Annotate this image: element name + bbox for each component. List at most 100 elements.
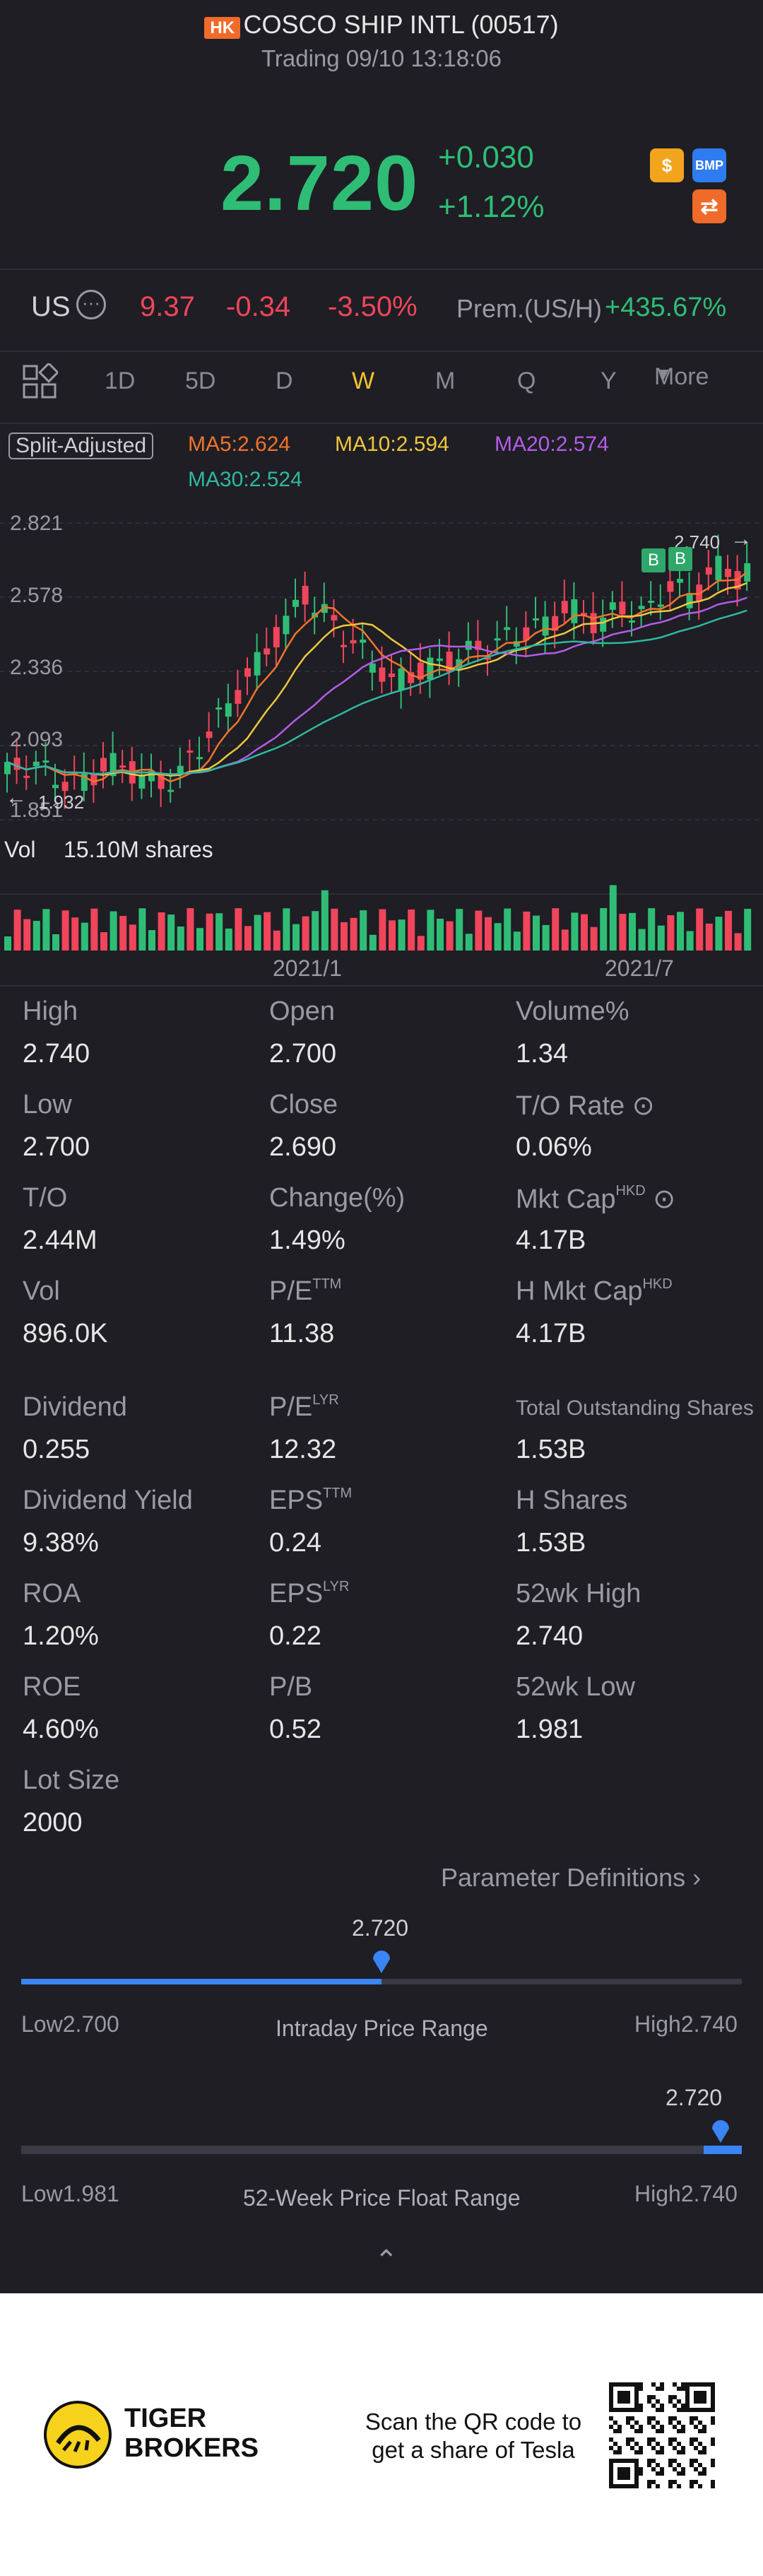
volume-bar — [350, 917, 357, 951]
volume-bar — [581, 914, 588, 951]
volume-bar — [341, 922, 348, 951]
tab-d[interactable]: D — [276, 367, 293, 394]
tab-w[interactable]: W — [352, 367, 375, 394]
tab-q[interactable]: Q — [517, 367, 536, 394]
volume-bar — [657, 925, 665, 951]
stat-label: Mkt CapHKD ⊙ — [516, 1183, 676, 1214]
candle-body — [475, 640, 482, 650]
volume-bar — [600, 908, 608, 951]
candle-body — [61, 782, 69, 792]
candle-body — [302, 585, 309, 605]
candle-body — [4, 762, 11, 775]
caret-down-icon: ▼ — [654, 363, 673, 384]
volume-bar — [705, 923, 713, 951]
tab-5d[interactable]: 5D — [185, 367, 216, 394]
brand-name: TIGER BROKERS — [124, 2404, 259, 2463]
parameter-definitions-link[interactable]: Parameter Definitions › — [441, 1863, 702, 1892]
volume-bar — [148, 930, 155, 951]
week52-title: 52-Week Price Float Range — [243, 2185, 521, 2211]
volume-bar — [475, 910, 483, 951]
intraday-title: Intraday Price Range — [276, 2016, 488, 2041]
x-axis-label: 2021/1 — [273, 955, 342, 981]
stat-label: Volume% — [516, 996, 629, 1026]
swap-icon[interactable]: ⇄ — [692, 189, 726, 223]
volume-value: 15.10M shares — [64, 837, 213, 862]
volume-bar — [542, 924, 550, 951]
volume-bar — [667, 915, 675, 951]
y-tick: 2.093 — [10, 728, 64, 751]
volume-bar — [677, 912, 684, 951]
intraday-current: 2.720 — [352, 1915, 409, 1941]
volume-bar — [4, 936, 11, 951]
price-change: +0.030 — [438, 140, 534, 175]
stat-value: 2.740 — [516, 1621, 584, 1651]
grid-layout-icon[interactable] — [21, 362, 59, 400]
candle-body — [264, 648, 271, 655]
intraday-high: High2.740 — [634, 2011, 738, 2037]
candle-body — [744, 563, 751, 582]
volume-bar — [32, 920, 40, 951]
candle-body — [360, 640, 367, 643]
week52-high: High2.740 — [634, 2181, 738, 2206]
promo-text: Scan the QR code to get a share of Tesla — [365, 2409, 582, 2463]
stat-value: 4.17B — [516, 1319, 586, 1348]
split-adjusted-toggle[interactable]: Split-Adjusted — [8, 433, 154, 459]
market-badge: HK — [204, 17, 241, 39]
candle-body — [13, 758, 20, 770]
stat-value: 1.981 — [516, 1715, 584, 1744]
qr-code-icon[interactable] — [609, 2382, 715, 2488]
volume-bar — [177, 927, 184, 951]
stat-value: 1.34 — [516, 1039, 568, 1069]
chevron-up-icon[interactable]: ⌃ — [374, 2245, 398, 2276]
info-icon[interactable]: ⊙ — [645, 1184, 676, 1214]
stat-label: ROA — [23, 1579, 81, 1608]
ma5-value: MA5:2.624 — [188, 433, 291, 456]
volume-bar — [273, 930, 280, 951]
stat-label: Dividend — [23, 1392, 127, 1422]
tab-1d[interactable]: 1D — [105, 367, 136, 394]
stat-value: 2.44M — [23, 1225, 97, 1255]
price-chart[interactable]: 2.821 2.578 2.336 2.093 1.851 2.740 → ← … — [0, 502, 763, 996]
candle-body — [100, 758, 107, 772]
stat-value: 0.52 — [269, 1715, 321, 1744]
candle-body — [705, 567, 712, 575]
stat-label: Total Outstanding Shares — [516, 1396, 754, 1420]
ma30-value: MA30:2.524 — [188, 468, 302, 491]
volume-bar — [23, 919, 31, 951]
buy-marker[interactable]: B — [641, 548, 666, 572]
tab-y[interactable]: Y — [601, 367, 617, 394]
volume-bar — [446, 921, 454, 951]
stat-label: H Shares — [516, 1486, 628, 1515]
bmp-icon[interactable]: BMP — [692, 148, 726, 182]
candle-body — [119, 765, 126, 768]
tab-m[interactable]: M — [435, 367, 456, 394]
candle-body — [561, 601, 568, 613]
buy-marker[interactable]: B — [668, 547, 692, 571]
volume-bar — [552, 908, 560, 951]
candle-body — [110, 753, 117, 777]
volume-bar — [235, 908, 242, 951]
volume-bar — [571, 912, 579, 951]
quote-header: HK COSCO SHIP INTL (00517) Trading 09/10… — [0, 0, 763, 269]
stat-value: 9.38% — [23, 1528, 99, 1558]
y-tick: 1.851 — [10, 799, 64, 822]
volume-bar — [734, 933, 742, 951]
volume-bar — [254, 914, 261, 951]
dollar-icon[interactable]: $ — [650, 148, 684, 182]
candle-body — [148, 770, 155, 782]
candle-body — [167, 789, 175, 792]
volume-bar — [638, 929, 646, 951]
stat-value: 0.06% — [516, 1132, 592, 1162]
more-dots-icon[interactable]: ··· — [76, 290, 106, 319]
candle-body — [331, 615, 338, 621]
volume-bar — [715, 917, 723, 951]
info-icon[interactable]: ⊙ — [625, 1091, 655, 1121]
candle-body — [350, 640, 357, 644]
stat-label: P/ELYR — [269, 1392, 339, 1422]
volume-bar — [494, 923, 502, 951]
volume-bar — [513, 931, 521, 951]
ma20-value: MA20:2.574 — [495, 433, 609, 456]
intraday-pointer-icon — [373, 1951, 390, 1973]
candle-body — [52, 784, 59, 789]
trading-status: Trading 09/10 13:18:06 — [261, 45, 502, 71]
